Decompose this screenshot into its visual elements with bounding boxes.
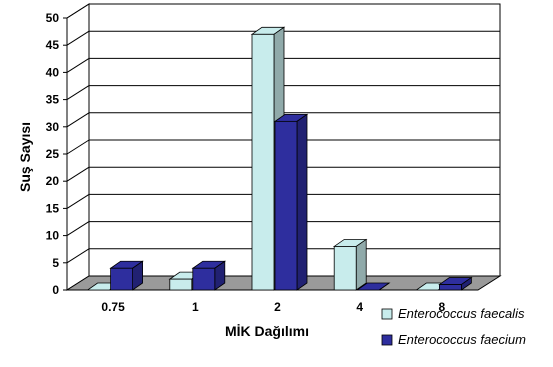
legend-swatch [381,308,393,320]
x-axis-ticks: 0.75 1 2 4 8 [101,300,445,314]
gridline-side [66,166,90,182]
y-tick-label: 45 [46,38,60,52]
legend-item-faecium: Enterococcus faecium [381,332,526,347]
y-tick-label: 10 [46,229,60,243]
y-axis-title: Suş Sayısı [17,122,33,192]
gridline-side [66,248,90,264]
gridline-side [66,85,90,101]
gridline-side [66,193,90,209]
legend-item-faecalis: Enterococcus faecalis [381,306,525,321]
bar-faecium-2 [273,113,309,291]
chart-bars [86,26,473,291]
y-tick-label: 30 [46,120,60,134]
y-tick-label: 50 [46,11,60,25]
gridline-side [66,221,90,237]
x-tick-label: 0.75 [101,300,125,314]
x-tick-label: 2 [274,300,281,314]
legend-swatch [381,334,393,346]
y-axis-ticks: 0 5 10 15 20 25 30 35 40 45 50 [46,11,68,297]
y-tick-label: 5 [52,256,59,270]
y-tick-label: 0 [52,283,59,297]
chart-legend: Enterococcus faecalis Enterococcus faeciu… [381,306,526,347]
x-axis-title: MİK Dağılımı [225,323,309,339]
y-tick-label: 40 [46,65,60,79]
gridline-side [66,57,90,73]
y-tick-label: 25 [46,147,60,161]
legend-label: Enterococcus faecalis [398,306,525,321]
gridline-side [66,112,90,128]
y-tick-label: 15 [46,201,60,215]
bar-faecium-0.75 [109,260,144,291]
x-tick-label: 4 [356,300,363,314]
bar-faecalis-4 [332,238,368,291]
bar-faecium-8 [438,276,473,291]
gridline-side [66,3,90,19]
bar-faecium-1 [191,260,227,291]
legend-label: Enterococcus faecium [398,332,526,347]
x-tick-label: 8 [439,300,446,314]
x-tick-label: 1 [192,300,199,314]
gridline-side [66,30,90,46]
y-tick-label: 35 [46,93,60,107]
y-tick-label: 20 [46,174,60,188]
gridline-side [66,139,90,155]
bar-faecium-4 [355,282,391,291]
